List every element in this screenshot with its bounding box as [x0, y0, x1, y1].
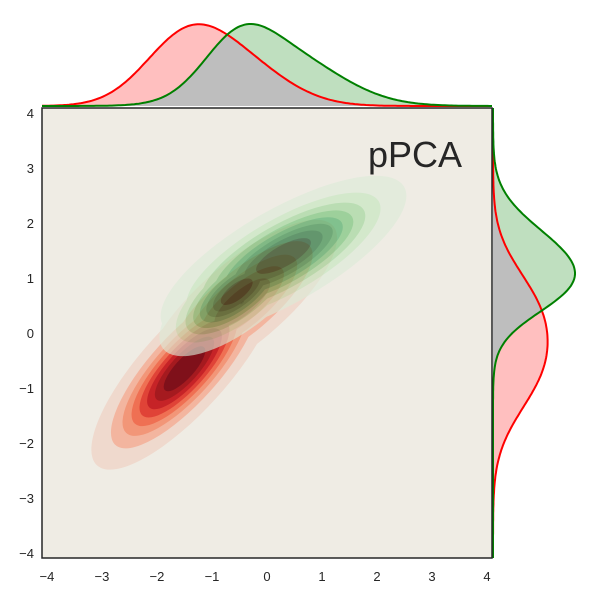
y-tick-label: −1 — [19, 381, 34, 396]
contour-level — [220, 278, 253, 306]
contour-level — [163, 346, 206, 392]
x-tick-label: −1 — [205, 569, 220, 584]
x-tick-label: −4 — [40, 569, 55, 584]
y-axis-ticks: 4 3 2 1 0 −1 −2 −3 −4 — [19, 106, 34, 561]
marginal-fill — [493, 108, 575, 558]
marginal-overlap-fill — [42, 35, 492, 106]
y-tick-label: 0 — [27, 326, 34, 341]
x-tick-label: 2 — [373, 569, 380, 584]
marginal-fill — [493, 108, 548, 558]
y-tick-label: 3 — [27, 161, 34, 176]
plot-frame — [41, 107, 493, 559]
y-tick-label: 4 — [27, 106, 34, 121]
y-tick-label: −4 — [19, 546, 34, 561]
x-tick-label: −3 — [95, 569, 110, 584]
marginal-fill — [42, 24, 492, 107]
y-tick-label: 1 — [27, 271, 34, 286]
contour-level — [256, 238, 311, 274]
y-tick-label: −2 — [19, 436, 34, 451]
y-tick-label: 2 — [27, 216, 34, 231]
plot-annotation: pPCA — [368, 134, 462, 175]
x-axis-ticks: −4 −3 −2 −1 0 1 2 3 4 — [40, 569, 491, 584]
y-tick-label: −3 — [19, 491, 34, 506]
right-marginal-kde — [492, 108, 576, 558]
marginal-line — [42, 23, 492, 107]
x-tick-label: −2 — [150, 569, 165, 584]
kde-contours — [91, 175, 407, 470]
marginal-line — [492, 108, 549, 558]
x-tick-label: 1 — [318, 569, 325, 584]
x-tick-label: 3 — [428, 569, 435, 584]
marginal-overlap-fill — [493, 108, 542, 558]
marginal-line — [492, 108, 576, 558]
x-tick-label: 0 — [263, 569, 270, 584]
kde-series-1 — [159, 175, 407, 357]
marginal-line — [42, 23, 492, 107]
x-tick-label: 4 — [483, 569, 490, 584]
top-marginal-kde — [42, 23, 492, 107]
